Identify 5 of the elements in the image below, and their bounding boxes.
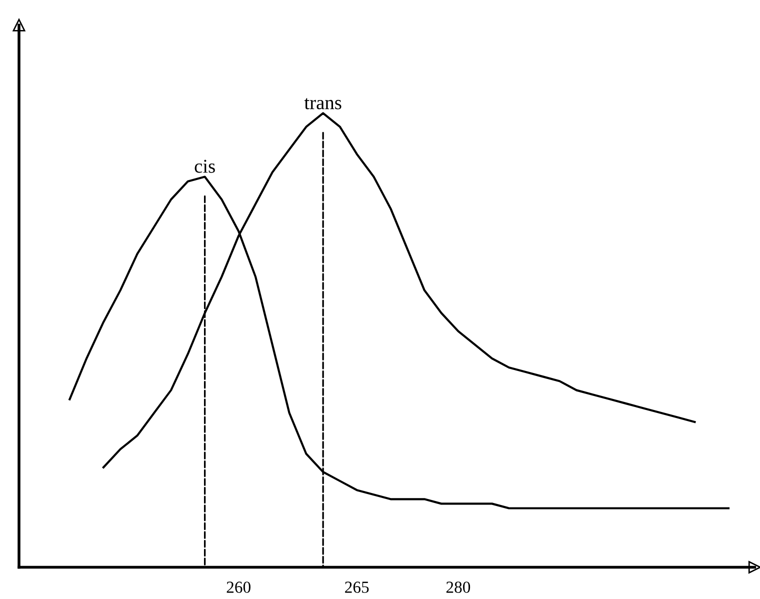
x-tick-label: 260	[226, 582, 250, 593]
annotation: cis	[194, 160, 215, 173]
x-tick-label: 265	[345, 582, 369, 593]
text: trans	[304, 98, 342, 110]
x-tick-label: 280	[446, 582, 470, 593]
